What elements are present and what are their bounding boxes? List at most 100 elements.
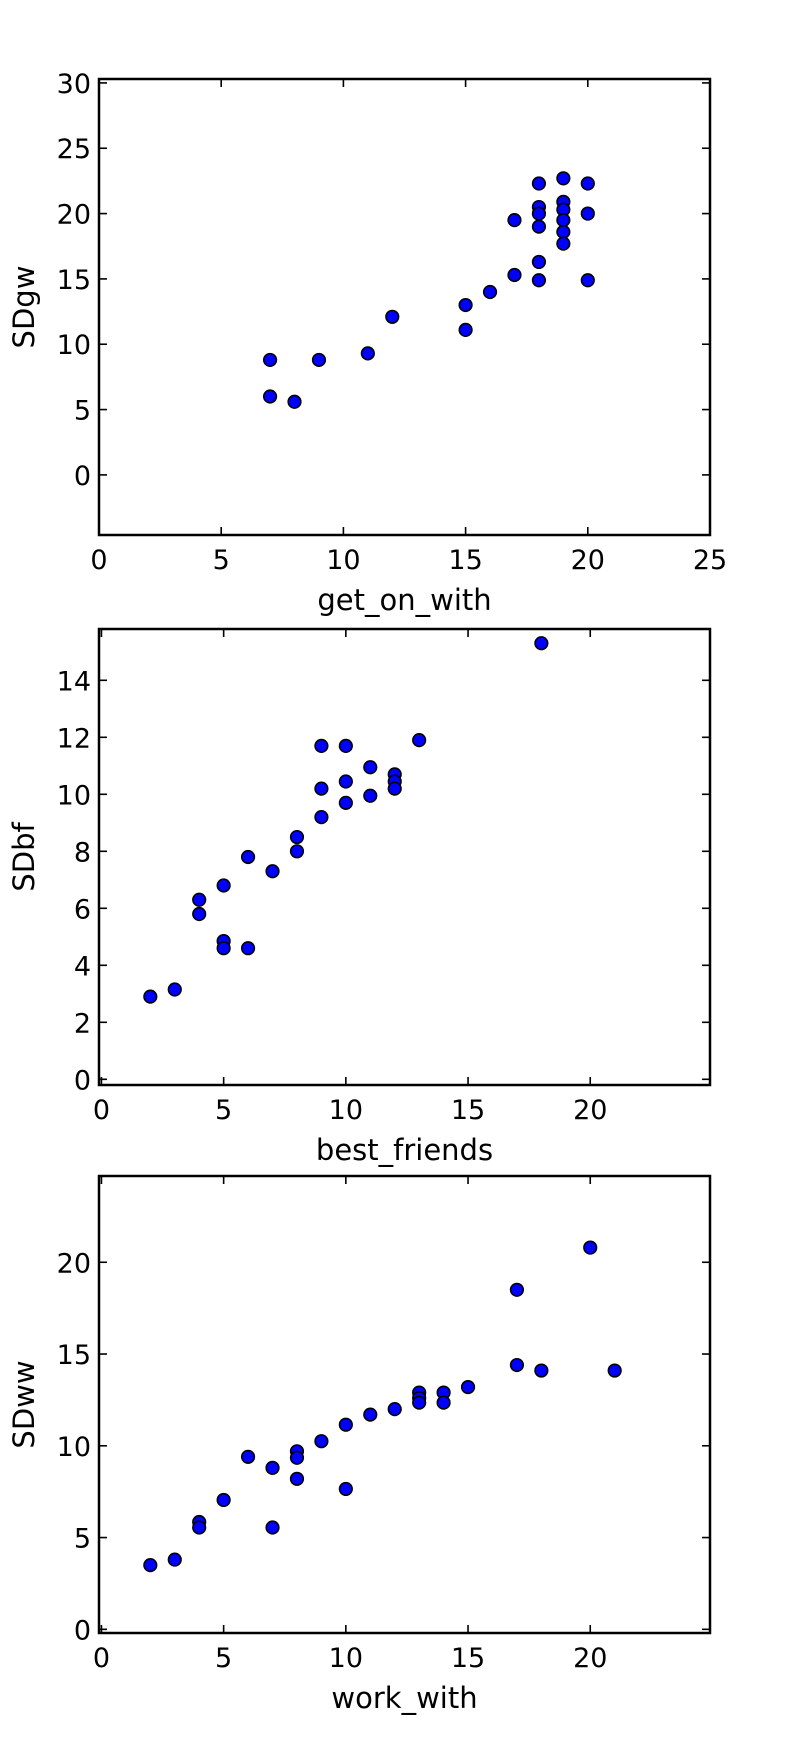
y-axis-label: SDbf [7,822,41,892]
data-point [412,733,427,748]
data-point [363,760,378,775]
data-point [387,1401,402,1417]
data-point [556,213,571,228]
x-tick-label: 10 [326,545,360,576]
data-point [387,781,402,796]
plot-frame [97,627,712,1087]
x-axis-label: work_with [331,1681,477,1715]
y-axis-label: SDww [7,1360,41,1448]
y-tick-label: 15 [57,265,91,296]
scatter-panel-work-with: 0 5 10 15 20 0 5 10 15 20 work_with SDww [7,1174,712,1715]
y-tick-label: 10 [57,330,91,361]
y-tick-label: 30 [57,69,91,100]
data-point [460,1379,476,1395]
y-tick-label: 20 [57,200,91,231]
data-point [167,1552,182,1567]
data-point [192,906,207,922]
y-axis-label: SDgw [7,266,41,349]
data-point [507,267,522,283]
y-tick-label: 20 [57,1248,91,1279]
data-points [143,1240,622,1573]
plot-frame [97,1174,712,1635]
data-point [289,829,305,845]
x-tick-label: 20 [571,545,605,576]
data-point [534,636,549,651]
data-point [556,171,571,186]
data-point [583,1240,598,1255]
data-point [580,206,595,221]
x-tick-label: 5 [215,1095,232,1126]
x-tick-label: 20 [573,1643,607,1674]
data-point [240,849,256,865]
data-point [580,176,595,191]
data-point [556,236,571,251]
data-point [314,1434,329,1449]
y-tick-label: 2 [74,1008,91,1039]
x-tick-label: 25 [693,545,727,576]
data-point [192,892,207,907]
y-tick-label: 0 [74,1615,91,1646]
data-point [338,738,353,753]
axis-ticks: 0 5 10 15 20 0 5 10 15 20 [57,1176,710,1674]
data-point [338,774,353,789]
x-tick-label: 15 [448,545,482,576]
data-point [531,206,547,221]
data-point [458,322,473,337]
y-tick-label: 5 [74,396,91,427]
data-point [143,989,158,1004]
data-point [311,352,327,368]
y-tick-label: 15 [57,1340,91,1371]
x-tick-label: 10 [329,1643,363,1674]
x-tick-label: 0 [90,545,107,576]
x-tick-label: 15 [451,1643,485,1674]
data-point [265,1520,280,1535]
data-point [143,1557,158,1573]
data-point [216,1492,231,1508]
x-axis-label: get_on_with [317,583,491,617]
data-point [289,1450,305,1465]
data-point [287,394,302,409]
data-point [216,941,231,956]
x-tick-label: 5 [213,545,230,576]
data-point [240,1449,256,1464]
data-point [363,788,378,803]
y-tick-label: 10 [57,780,91,811]
data-point [482,284,498,300]
y-tick-label: 12 [57,723,91,754]
data-point [360,346,375,361]
data-point [289,844,305,859]
x-tick-label: 0 [93,1095,110,1126]
data-point [338,1481,353,1497]
data-point [289,1471,305,1486]
plot-frame [97,77,712,537]
scatter-panel-get-on-with: 0 5 10 15 20 25 0 5 10 15 20 25 30 get_on_with SDgw [7,69,727,617]
data-point [314,738,329,753]
data-point [507,213,522,228]
data-point [314,781,329,796]
data-point [531,219,547,234]
data-point [534,1363,549,1378]
x-tick-label: 5 [215,1643,232,1674]
data-point [240,941,256,956]
data-point [167,982,182,997]
data-point [265,864,280,879]
data-point [216,878,231,893]
data-point [458,297,473,313]
y-tick-label: 25 [57,134,91,165]
data-point [262,389,278,404]
x-tick-label: 0 [93,1643,110,1674]
data-point [412,1395,427,1410]
y-tick-label: 6 [74,894,91,925]
data-points [143,636,549,1004]
y-tick-label: 0 [74,461,91,492]
axis-ticks: 0 5 10 15 20 25 0 5 10 15 20 25 30 [57,69,728,576]
axis-ticks: 0 5 10 15 20 0 2 4 6 8 10 12 14 [57,629,710,1126]
data-point [556,224,571,239]
data-point [385,309,400,324]
x-tick-label: 15 [451,1095,485,1126]
data-point [363,1407,378,1422]
data-point [531,176,547,191]
scatter-panel-best-friends: 0 5 10 15 20 0 2 4 6 8 10 12 14 best_friends SDbf [7,627,712,1167]
data-point [509,1282,525,1297]
